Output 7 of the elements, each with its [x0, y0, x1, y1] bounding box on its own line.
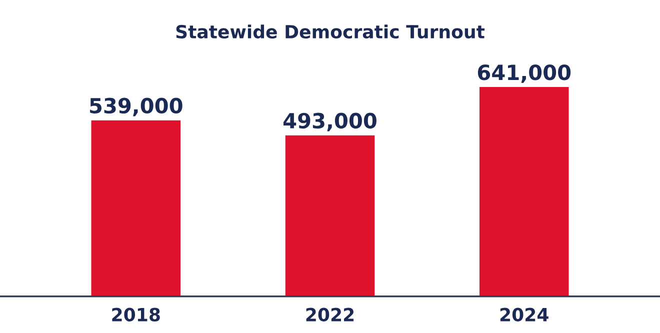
- data-label: 641,000: [478, 64, 571, 83]
- chart-title: Statewide Democratic Turnout: [176, 24, 485, 39]
- x-tick-label: 2018: [112, 308, 160, 322]
- data-label: 493,000: [283, 112, 376, 132]
- x-tick-label: 2024: [500, 308, 548, 322]
- x-tick-label: 2022: [306, 308, 354, 322]
- data-label: 539,000: [90, 98, 182, 116]
